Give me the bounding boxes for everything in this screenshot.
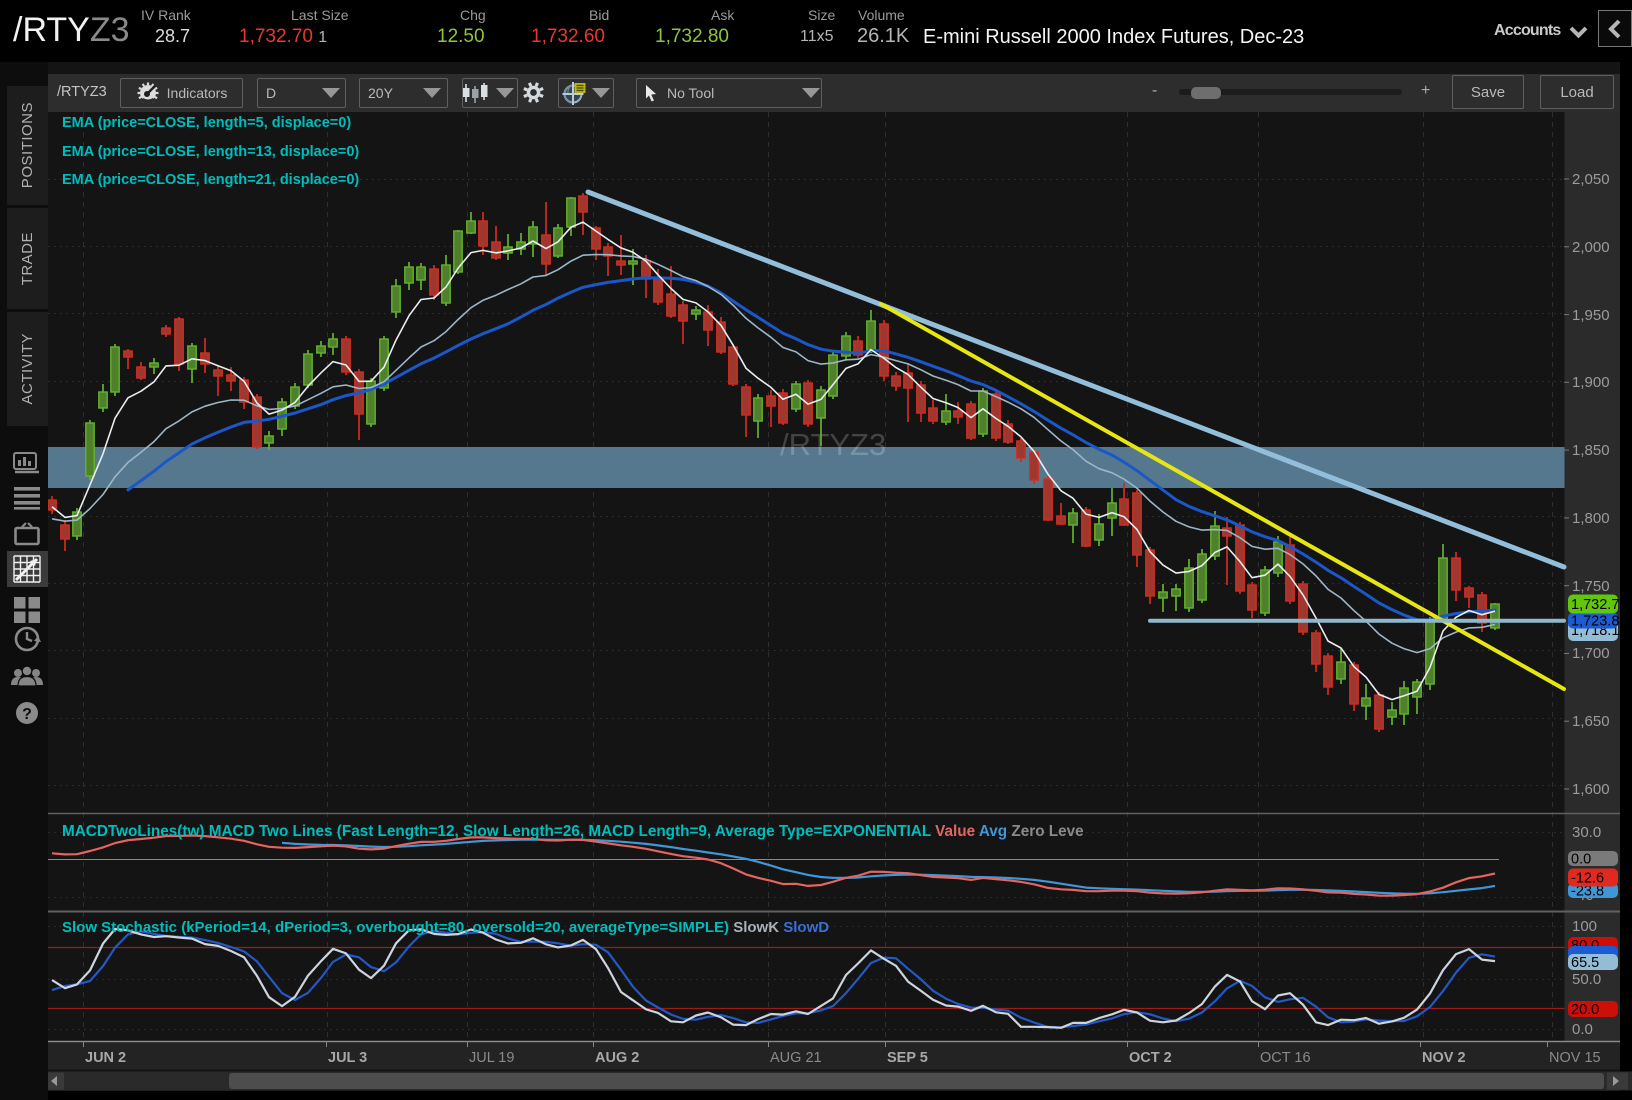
svg-text:JUL 3: JUL 3 xyxy=(328,1050,367,1066)
svg-text:0.0: 0.0 xyxy=(1571,852,1591,868)
svg-text:NOV 2: NOV 2 xyxy=(1422,1050,1466,1066)
svg-text:1,900: 1,900 xyxy=(1572,374,1610,391)
svg-text:20.0: 20.0 xyxy=(1571,1002,1599,1018)
svg-text:AUG 2: AUG 2 xyxy=(595,1050,639,1066)
svg-text:2,000: 2,000 xyxy=(1572,239,1610,256)
svg-text:1,850: 1,850 xyxy=(1572,442,1610,459)
svg-text:JUL 19: JUL 19 xyxy=(469,1050,514,1066)
svg-text:-12.6: -12.6 xyxy=(1571,871,1604,887)
svg-text:1,732.7: 1,732.7 xyxy=(1571,597,1619,613)
svg-text:30.0: 30.0 xyxy=(1572,824,1601,841)
svg-text:AUG 21: AUG 21 xyxy=(770,1050,822,1066)
svg-text:SEP 5: SEP 5 xyxy=(887,1050,928,1066)
svg-text:2,050: 2,050 xyxy=(1572,171,1610,188)
svg-text:?: ? xyxy=(22,706,32,723)
svg-text:NOV 15: NOV 15 xyxy=(1549,1050,1601,1066)
svg-text:1,800: 1,800 xyxy=(1572,510,1610,527)
svg-text:65.5: 65.5 xyxy=(1571,955,1599,971)
svg-text:OCT 2: OCT 2 xyxy=(1129,1050,1172,1066)
svg-text:1,750: 1,750 xyxy=(1572,578,1610,595)
svg-text:/RTYZ3: /RTYZ3 xyxy=(780,427,886,462)
svg-text:0.0: 0.0 xyxy=(1572,1021,1593,1038)
svg-text:1,723.8: 1,723.8 xyxy=(1571,614,1619,630)
svg-text:100: 100 xyxy=(1572,918,1597,935)
svg-text:1,650: 1,650 xyxy=(1572,713,1610,730)
svg-text:JUN 2: JUN 2 xyxy=(85,1050,126,1066)
svg-text:-23.8: -23.8 xyxy=(1571,884,1604,900)
svg-text:50.0: 50.0 xyxy=(1572,971,1601,988)
svg-text:OCT 16: OCT 16 xyxy=(1260,1050,1311,1066)
svg-text:1,700: 1,700 xyxy=(1572,645,1610,662)
svg-text:1,950: 1,950 xyxy=(1572,307,1610,324)
svg-text:1,600: 1,600 xyxy=(1572,781,1610,798)
